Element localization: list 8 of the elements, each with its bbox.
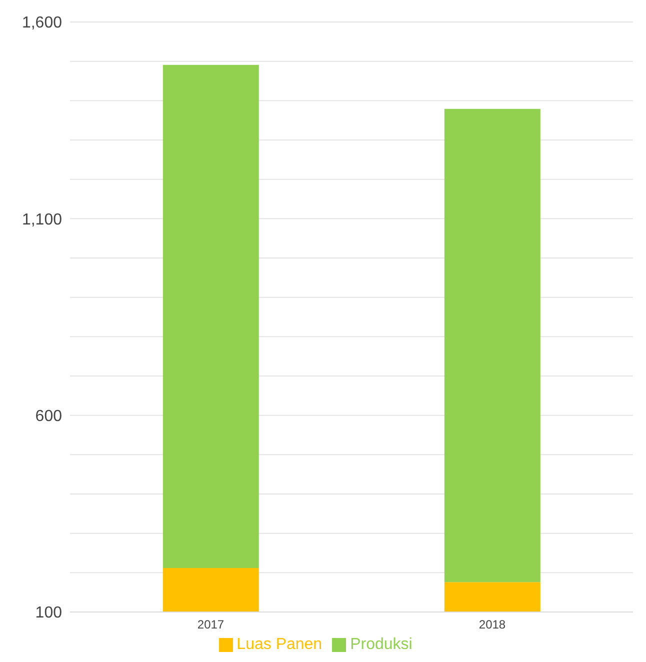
legend-label: Luas Panen	[236, 636, 322, 653]
x-tick-label: 2018	[478, 618, 506, 632]
y-tick-label: 1,600	[22, 14, 62, 32]
y-tick-label: 1,100	[22, 211, 62, 228]
y-tick-label: 100	[35, 604, 62, 622]
x-tick-label: 2017	[197, 618, 224, 632]
y-tick-label: 600	[35, 408, 62, 426]
legend-label: Produksi	[350, 636, 412, 653]
